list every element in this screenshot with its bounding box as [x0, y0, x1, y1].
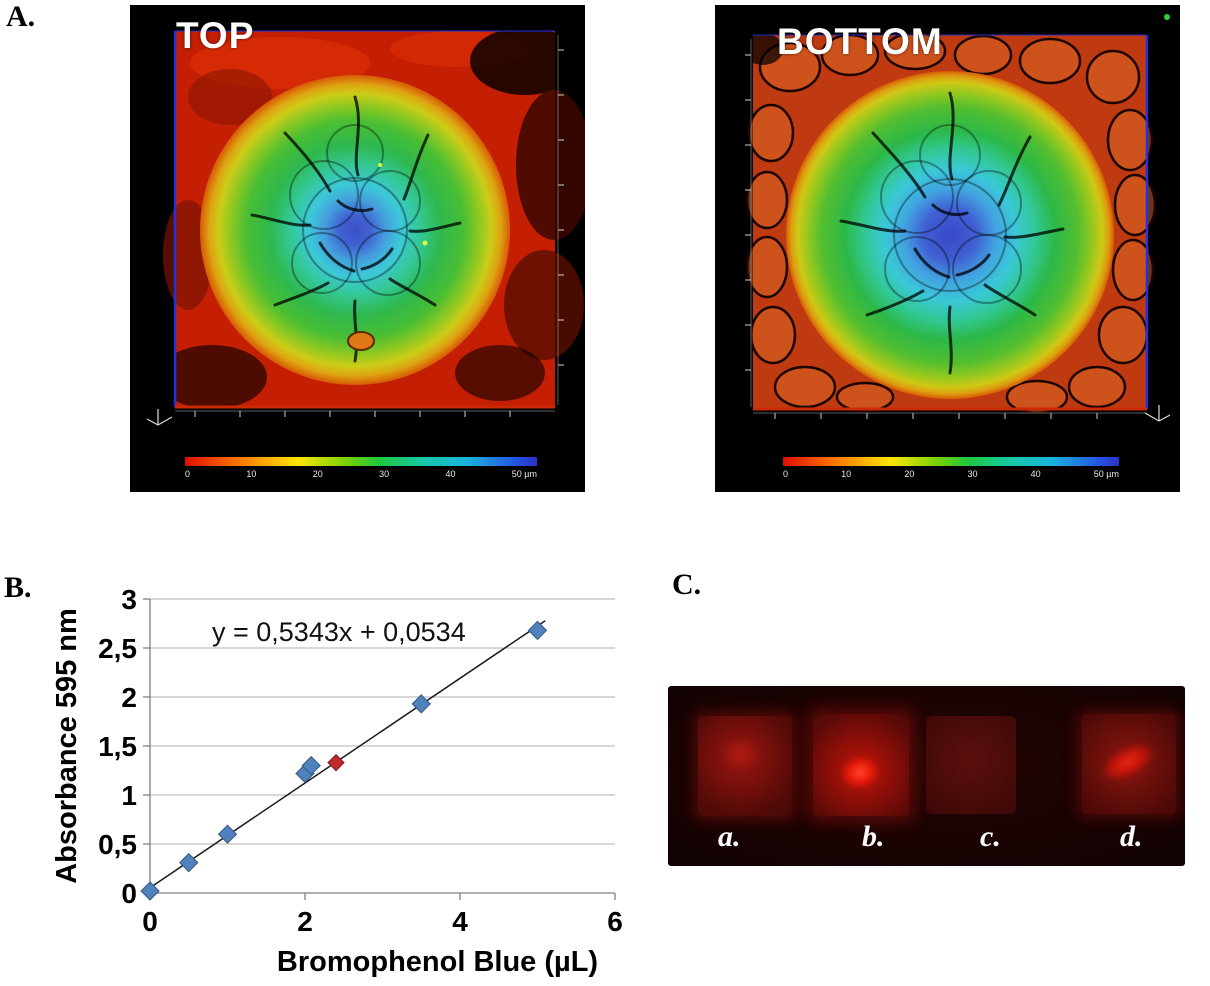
scalebar-tick-label: 0: [185, 469, 191, 479]
tissue-cells: [745, 31, 1157, 415]
depth-coded-structure: [786, 71, 1114, 399]
membrane-spot-d: [1082, 714, 1176, 814]
green-speckle: [1164, 14, 1170, 20]
dark-gap: [743, 33, 783, 65]
bright-stain-streak: [1088, 729, 1168, 795]
standard-curve-chart: 0 0,5 1 1,5 2 2,5 3 0 2 4 6 y = 0,5343x + 0,0534 Bro…: [50, 584, 640, 985]
depth-scalebar-labels: 0 10 20 30 40 50 µm: [783, 469, 1119, 479]
y-axis-title: Absorbance 595 nm: [51, 608, 83, 884]
panel-a-label: A.: [6, 0, 36, 33]
depth-lut-gradient: [783, 457, 1119, 466]
data-point-blue-diamond-series: [217, 824, 238, 844]
x-tick-label: 2: [297, 906, 313, 937]
scalebar-tick-label: 50 µm: [1093, 469, 1119, 479]
data-point-blue-diamond-series: [140, 881, 160, 901]
scalebar-tick-label: 30: [379, 469, 390, 479]
bottom-axis-ticks: [175, 410, 555, 417]
trendline: [149, 620, 546, 889]
green-speckle: [422, 240, 428, 246]
scalebar-tick-label: 50 µm: [511, 469, 537, 479]
y-tick-label: 2,5: [98, 633, 137, 664]
inner-cell-outlines: [289, 124, 421, 296]
membrane-spot-b: [813, 714, 909, 816]
y-tick-label: 1,5: [98, 731, 137, 762]
scalebar-tick-label: 10: [246, 469, 257, 479]
y-tick-label: 3: [121, 585, 137, 615]
data-point-blue-diamond-series: [411, 694, 431, 714]
confocal-render-bottom: [715, 5, 1180, 492]
y-tick-label: 0,5: [98, 829, 137, 860]
data-point-blue-diamond-series: [527, 620, 548, 641]
cell-cracks: [250, 95, 462, 363]
green-speckle: [378, 163, 382, 167]
panel-b-label: B.: [4, 571, 32, 604]
x-tick-label: 0: [142, 906, 158, 937]
x-tick-label: 6: [607, 906, 623, 937]
x-tick-label: 4: [452, 906, 468, 937]
depth-scalebar-labels: 0 10 20 30 40 50 µm: [185, 469, 537, 479]
scalebar-tick-label: 10: [841, 469, 852, 479]
y-tick-label: 2: [121, 682, 137, 713]
scalebar-tick-label: 0: [783, 469, 789, 479]
render-frame: [753, 34, 1149, 411]
x-axis-title: Bromophenol Blue (µL): [277, 946, 598, 978]
scalebar-tick-label: 20: [904, 469, 915, 479]
depth-coded-structure: [200, 75, 510, 385]
confocal-render-top: [130, 5, 585, 492]
panel-c-label: C.: [672, 568, 702, 601]
image-title-bottom: BOTTOM: [777, 21, 943, 62]
scalebar-tick-label: 20: [312, 469, 323, 479]
scalebar-tick-label: 40: [1030, 469, 1041, 479]
corner-axis-glyph: [146, 409, 173, 426]
depth-lut-gradient: [185, 457, 537, 466]
data-point-red-diamond-point: [327, 753, 345, 772]
right-axis-ticks: [557, 35, 564, 405]
bottom-axis-ticks: [753, 412, 1147, 419]
y-tick-label: 1: [121, 780, 137, 811]
absorbance-scatter-plot: 0 0,5 1 1,5 2 2,5 3 0 2 4 6 y = 0,5343x + 0,0534 Bro…: [51, 584, 623, 978]
render-frame: [173, 30, 555, 409]
spot-label-a: a.: [718, 820, 741, 853]
confocal-image-bottom: BOTTOM 0 10 20 30 40 50 µm: [715, 5, 1180, 492]
membrane-photo-strip: a. b. c. d.: [668, 686, 1185, 866]
depth-scalebar-top: 0 10 20 30 40 50 µm: [185, 457, 537, 479]
cell-cracks: [839, 91, 1065, 375]
membrane-spot-a: [698, 716, 792, 816]
scalebar-tick-label: 40: [445, 469, 456, 479]
membrane-spot-c: [926, 716, 1016, 814]
bright-stain-blob: [829, 744, 891, 800]
spot-label-c: c.: [980, 820, 1001, 853]
spot-label-d: d.: [1120, 820, 1143, 853]
y-tick-label: 0: [121, 878, 137, 909]
spot-label-b: b.: [862, 820, 885, 853]
left-axis-ticks: [745, 39, 752, 407]
image-title-top: TOP: [176, 15, 255, 56]
data-point-blue-diamond-series: [179, 852, 199, 873]
inner-cell-outlines: [880, 124, 1022, 304]
corner-axis-glyph: [1144, 405, 1171, 422]
data-point-blue-diamond-series: [301, 755, 321, 776]
depth-scalebar-bottom: 0 10 20 30 40 50 µm: [783, 457, 1119, 479]
red-tissue-texture: [157, 27, 585, 409]
confocal-image-top: TOP 0 10 20 30 40 50 µm: [130, 5, 585, 492]
trendline-equation: y = 0,5343x + 0,0534: [212, 617, 466, 647]
scalebar-tick-label: 30: [967, 469, 978, 479]
orange-spot: [347, 331, 375, 351]
